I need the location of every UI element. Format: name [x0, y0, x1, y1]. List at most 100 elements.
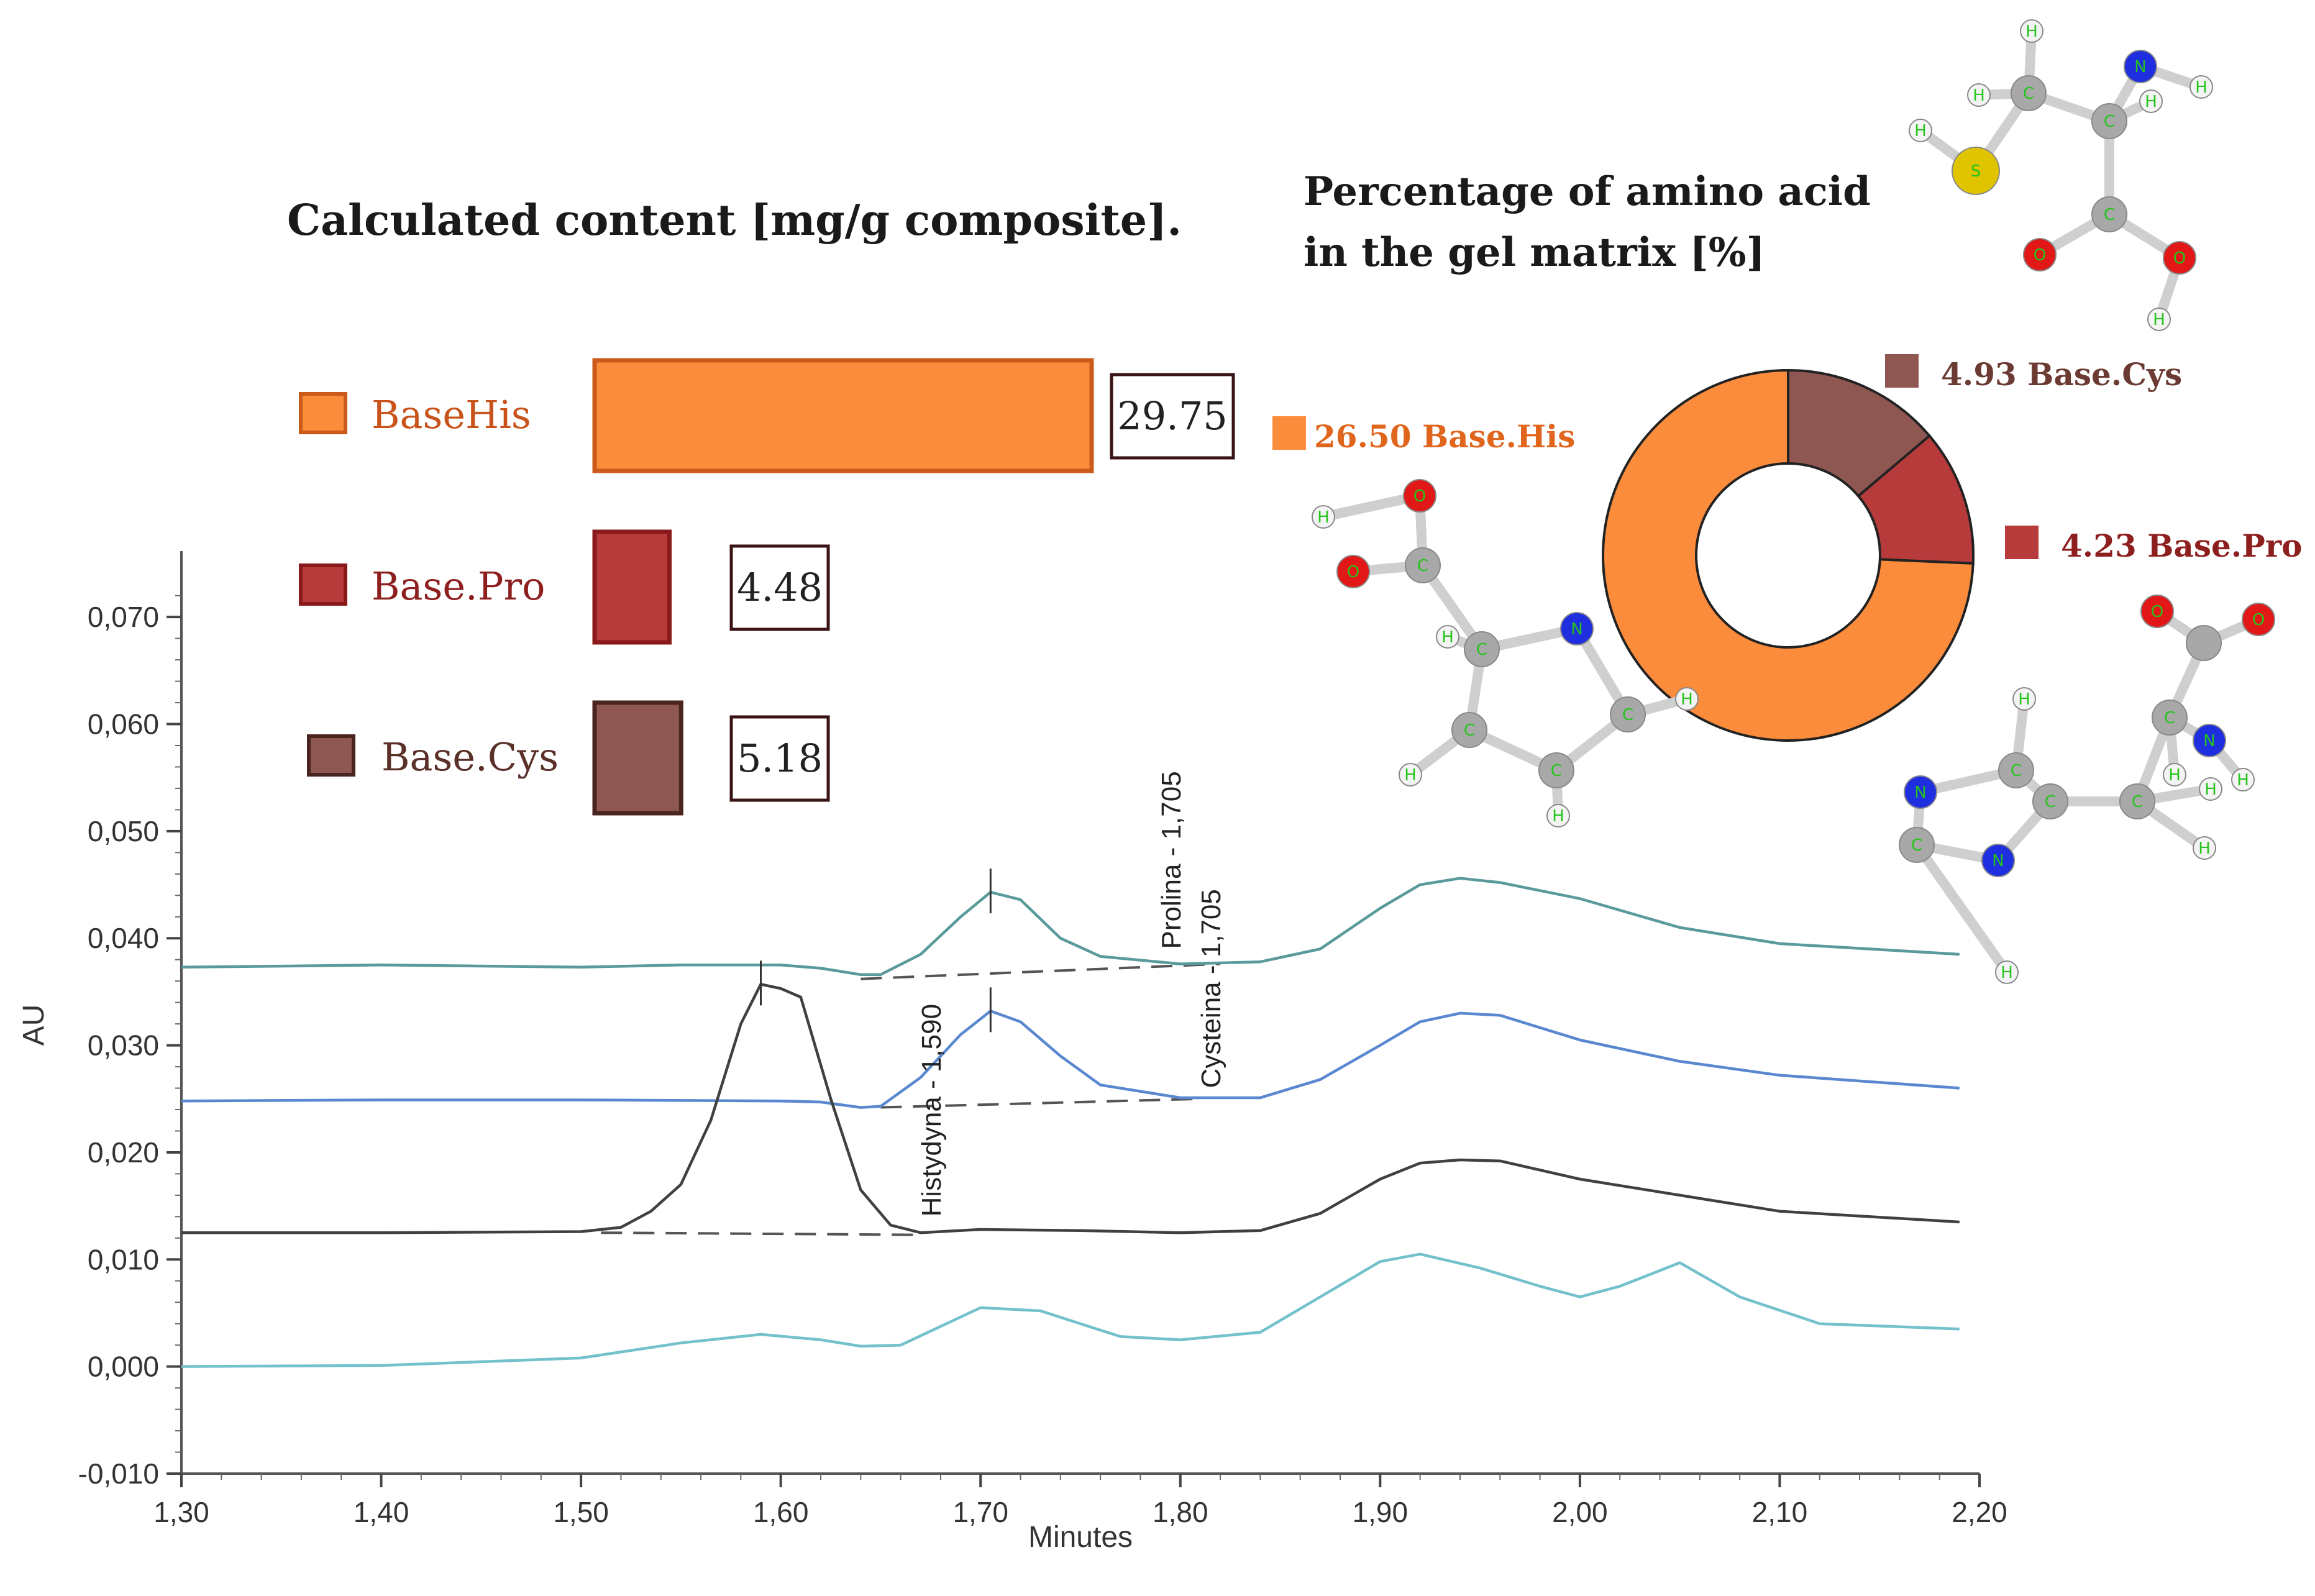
- atom: [2193, 836, 2216, 860]
- atom-label: C: [2023, 84, 2034, 103]
- atom: [2119, 783, 2155, 819]
- atom: [2032, 783, 2068, 819]
- atom: [2020, 19, 2043, 43]
- value-label-box: [729, 715, 830, 802]
- donut-slice: [1602, 368, 1975, 742]
- atom-label: H: [1404, 766, 1417, 785]
- atom: [2023, 238, 2057, 271]
- y-tick-label: 0,050: [88, 815, 159, 847]
- x-tick-label: 2,10: [1752, 1496, 1808, 1528]
- atom-label: O: [1413, 487, 1426, 506]
- y-tick-label: 0,030: [88, 1029, 159, 1062]
- atom-label: O: [2252, 611, 2265, 629]
- bar-chart-title: Calculated content [mg/g composite].: [287, 196, 1182, 245]
- atom: [1436, 625, 1459, 649]
- atom-label: O: [1347, 563, 1359, 581]
- bar-value-label: 5.18: [737, 736, 823, 781]
- bar-chart: Calculated content [mg/g composite]. Base…: [287, 196, 1235, 816]
- donut-title-line: in the gel matrix [%]: [1304, 229, 1765, 276]
- atom-label: H: [2153, 311, 2165, 329]
- atom-label: H: [2001, 964, 2013, 982]
- bond: [1912, 840, 2012, 977]
- y-tick-label: 0,060: [88, 708, 159, 741]
- series-line: [181, 1010, 1960, 1109]
- atom-label: O: [2173, 249, 2186, 268]
- atom-label: C: [2045, 793, 2056, 811]
- x-tick-label: 1,30: [153, 1496, 209, 1528]
- y-tick-label: 0,070: [88, 601, 159, 633]
- donut-chart: Percentage of amino acid in the gel matri…: [1272, 168, 2303, 742]
- atom: [1610, 696, 1646, 732]
- y-tick-label: 0,040: [88, 922, 159, 954]
- atom: [1967, 83, 1991, 107]
- bar: [592, 529, 672, 645]
- cysteine-molecule: H H H H H H S N O O C C C: [1909, 19, 2213, 331]
- donut-title-line: Percentage of amino acid: [1304, 168, 1871, 215]
- integration-baseline: [880, 1097, 1200, 1109]
- x-tick-label: 1,40: [354, 1496, 409, 1528]
- atom: [1675, 687, 1699, 711]
- x-tick-label: 1,50: [553, 1496, 609, 1528]
- integration-baseline: [601, 1231, 921, 1236]
- atom-label: C: [2132, 793, 2143, 811]
- atom-label: H: [1681, 690, 1693, 709]
- atom-label: H: [2145, 93, 2157, 111]
- integration-baseline: [861, 962, 1221, 980]
- bar-category-label: Base.Pro: [372, 563, 545, 609]
- atom: [1998, 752, 2034, 788]
- atom-label: C: [2164, 709, 2175, 727]
- atom-label: C: [2104, 112, 2115, 131]
- atom-label: C: [1464, 721, 1475, 740]
- y-tick-label: 0,000: [88, 1351, 159, 1383]
- atom: [2139, 89, 2163, 113]
- x-tick-label: 1,80: [1153, 1496, 1208, 1528]
- atom: [2163, 763, 2186, 787]
- atom: [1981, 844, 2015, 877]
- atom-label: N: [1571, 620, 1582, 639]
- donut-legend-swatch: [1272, 416, 1306, 450]
- donut-slice-label: 4.93 Base.Cys: [1941, 356, 2182, 393]
- atom-label: H: [2204, 780, 2217, 799]
- atom-label: H: [1317, 508, 1330, 527]
- atom-label: N: [2134, 58, 2146, 76]
- x-tick-label: 2,00: [1552, 1496, 1608, 1528]
- atom: [1336, 555, 1370, 588]
- atom: [1451, 712, 1487, 748]
- atom-label: O: [2034, 246, 2046, 265]
- atom: [2242, 603, 2275, 636]
- series-line: [181, 877, 1960, 977]
- atom-label: C: [1551, 762, 1562, 780]
- atom-label: S: [1971, 162, 1981, 181]
- atom: [2231, 768, 2255, 791]
- atom: [2193, 724, 2226, 757]
- bar-value-label: 4.48: [737, 565, 823, 610]
- series-line: [181, 983, 1960, 1234]
- atom: [1952, 147, 2000, 195]
- atom: [2186, 625, 2222, 661]
- x-tick-label: 1,90: [1353, 1496, 1409, 1528]
- atom: [1538, 752, 1574, 788]
- value-label-box: [729, 544, 830, 631]
- atom: [2011, 75, 2047, 111]
- proline-molecule: H H H H H N O O C C C C C: [1312, 479, 1699, 828]
- atom: [1405, 547, 1441, 583]
- atom: [2012, 687, 2036, 711]
- peak-annotation: Prolina - 1,705: [1156, 771, 1187, 949]
- atom-label: C: [1417, 557, 1428, 575]
- atom: [1403, 479, 1436, 513]
- atom: [1312, 505, 1335, 529]
- legend-swatch: [299, 563, 347, 606]
- donut-legend-swatch: [1885, 354, 1919, 388]
- legend-swatch: [299, 392, 347, 434]
- atom: [2091, 103, 2127, 139]
- bar-category-label: BaseHis: [372, 392, 531, 437]
- atom-label: H: [2025, 22, 2038, 41]
- atom-label: H: [1552, 807, 1564, 826]
- y-tick-label: 0,020: [88, 1136, 159, 1169]
- atom-label: C: [1622, 706, 1633, 724]
- donut-slice: [1856, 434, 1975, 565]
- atom: [1904, 775, 1937, 809]
- atom-label: C: [1911, 836, 1922, 855]
